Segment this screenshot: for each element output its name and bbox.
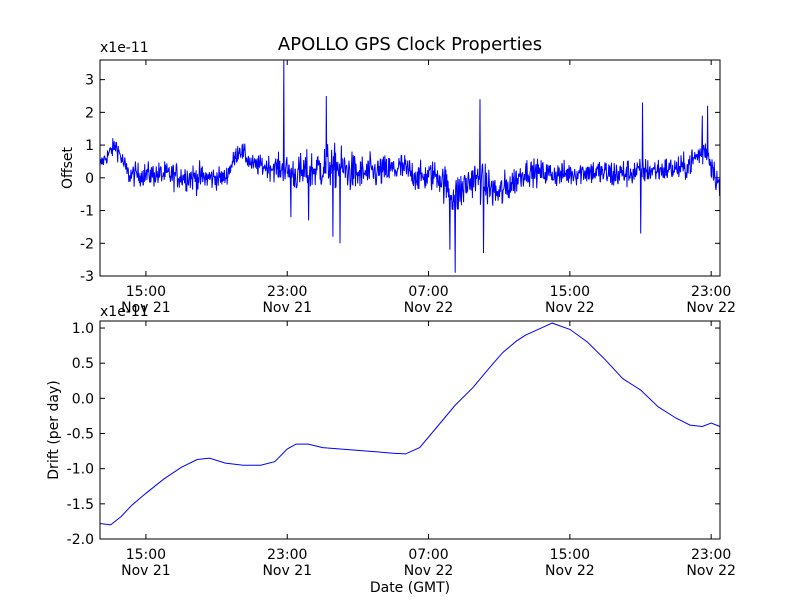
offset-x-tick-date: Nov 22 — [404, 300, 454, 316]
drift-series-line — [99, 322, 721, 526]
offset-x-tick-date: Nov 22 — [686, 300, 736, 316]
drift-y-tick-label: -1.0 — [67, 462, 94, 478]
x-axis-label: Date (GMT) — [370, 580, 450, 596]
offset-y-tick-label: 2 — [85, 105, 94, 121]
offset-y-axis-label: Offset — [60, 146, 76, 189]
offset-panel: APOLLO GPS Clock Properties x1e-11 Offse… — [60, 34, 736, 316]
drift-y-tick-label: -0.5 — [67, 427, 94, 443]
offset-x-tick-date: Nov 21 — [262, 300, 312, 316]
offset-x-tick-time: 23:00 — [691, 284, 731, 300]
drift-x-tick-date: Nov 22 — [545, 563, 595, 579]
drift-x-tick-date: Nov 21 — [262, 563, 312, 579]
drift-y-tick-label: 1.0 — [72, 321, 94, 337]
drift-y-ticks: -2.0 -1.5 -1.0 -0.5 0.0 0.5 1.0 — [67, 321, 720, 548]
drift-x-tick-time: 15:00 — [550, 547, 590, 563]
drift-panel: x1e-11 Drift (per day) -2.0 -1.5 -1.0 -0.5 0… — [46, 304, 736, 596]
offset-x-tick-date: Nov 21 — [121, 300, 171, 316]
drift-y-tick-label: 0.0 — [72, 391, 94, 407]
offset-y-tick-label: 0 — [85, 171, 94, 187]
drift-y-tick-label: 0.5 — [72, 356, 94, 372]
offset-plot-frame — [99, 59, 721, 277]
offset-series-line — [99, 59, 721, 273]
offset-y-tick-label: -2 — [80, 236, 94, 252]
offset-x-tick-time: 15:00 — [550, 284, 590, 300]
drift-x-tick-date: Nov 21 — [121, 563, 171, 579]
offset-y-tick-label: 3 — [85, 73, 94, 89]
drift-plot-frame — [99, 320, 721, 540]
drift-scale-label: x1e-11 — [100, 304, 149, 320]
offset-y-tick-label: 1 — [85, 138, 94, 154]
drift-x-tick-date: Nov 22 — [686, 563, 736, 579]
drift-x-tick-time: 23:00 — [267, 547, 307, 563]
offset-scale-label: x1e-11 — [100, 40, 149, 56]
offset-x-tick-time: 15:00 — [126, 284, 166, 300]
drift-y-axis-label: Drift (per day) — [46, 380, 62, 479]
offset-y-tick-label: -1 — [80, 204, 94, 220]
drift-x-tick-time: 23:00 — [691, 547, 731, 563]
offset-x-tick-time: 23:00 — [267, 284, 307, 300]
drift-x-tick-time: 07:00 — [408, 547, 448, 563]
offset-x-tick-time: 07:00 — [408, 284, 448, 300]
drift-x-tick-date: Nov 22 — [404, 563, 454, 579]
drift-y-tick-label: -2.0 — [67, 532, 94, 548]
offset-x-tick-date: Nov 22 — [545, 300, 595, 316]
drift-y-tick-label: -1.5 — [67, 497, 94, 513]
chart-title: APOLLO GPS Clock Properties — [278, 34, 542, 55]
offset-y-tick-label: -3 — [80, 269, 94, 285]
drift-x-tick-time: 15:00 — [126, 547, 166, 563]
